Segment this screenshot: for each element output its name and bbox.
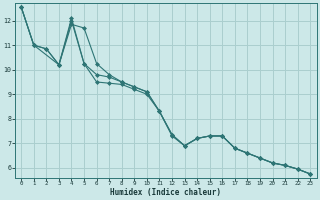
X-axis label: Humidex (Indice chaleur): Humidex (Indice chaleur): [110, 188, 221, 197]
